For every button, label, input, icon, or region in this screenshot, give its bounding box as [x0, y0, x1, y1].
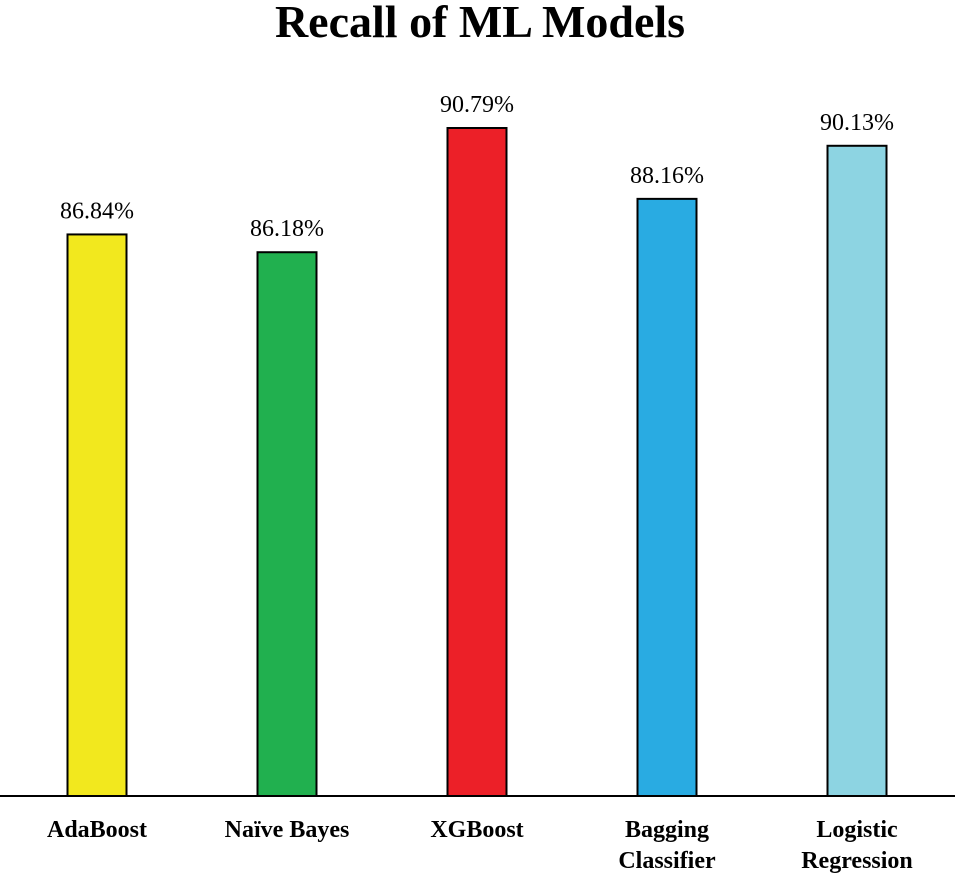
category-label: AdaBoost — [47, 817, 147, 843]
value-label: 86.18% — [250, 216, 324, 242]
value-labels-group: 86.84% 86.18% 90.79% 88.16% 90.13% — [60, 92, 894, 242]
value-label: 90.79% — [440, 92, 514, 118]
bar-adaboost — [66, 233, 128, 797]
category-label: Naïve Bayes — [225, 817, 350, 843]
category-label: Logistic — [816, 817, 898, 843]
bar-na-ve-bayes — [256, 251, 318, 798]
bar-xgboost — [446, 127, 508, 797]
category-labels-group: AdaBoost Naïve Bayes XGBoost Bagging Classif… — [47, 817, 913, 874]
value-label: 86.84% — [60, 198, 134, 224]
bars-group — [66, 127, 888, 798]
chart-title: Recall of ML Models — [275, 0, 685, 47]
value-label: 88.16% — [630, 163, 704, 189]
value-label: 90.13% — [820, 110, 894, 136]
category-label: Regression — [801, 848, 913, 874]
category-label: Classifier — [618, 848, 716, 874]
bar-logistic-regression — [826, 144, 888, 797]
bar-bagging-classifier — [636, 197, 698, 797]
category-label: Bagging — [625, 817, 709, 843]
category-label: XGBoost — [430, 817, 523, 843]
